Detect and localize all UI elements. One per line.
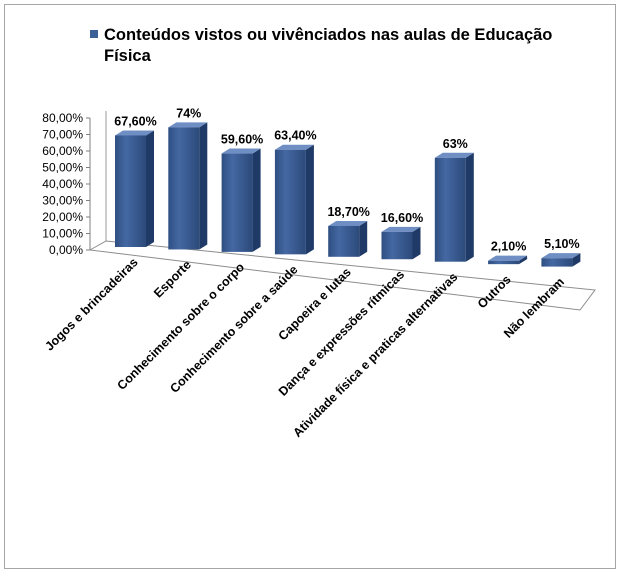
legend-label-line1: Conteúdos vistos ou vivênciados nas aula… [104,26,552,44]
bar [541,253,581,267]
y-tick-label: 40,00% [42,177,83,191]
data-label: 2,10% [491,240,526,254]
y-tick-label: 20,00% [42,210,83,224]
data-labels: 67,60% 74% 59,60% 63,40% 18,70% 16,60% 63% 2,10… [114,106,579,253]
bar-front [168,127,200,250]
bar-front [541,258,573,267]
bar [168,122,208,250]
bar-side [465,152,474,262]
data-label: 59,60% [221,133,263,147]
bar-front [434,157,466,262]
bar-front [221,153,253,252]
bar-front [488,260,520,265]
y-tick-label: 50,00% [42,161,83,175]
y-tick-label: 70,00% [42,128,83,142]
bar-side [519,255,528,265]
bar [115,130,154,247]
bar [274,144,314,255]
bar-front [274,149,306,255]
bar-front [328,225,360,257]
bar-top [434,152,474,158]
floor [88,240,596,311]
y-tick-label: 80,00% [42,111,83,125]
bar-top [115,130,154,136]
x-axis-labels: Jogos e brincadeiras EsporteConhecimento … [42,255,567,440]
bar-top [168,122,208,128]
bar-chart: Conteúdos vistos ou vivênciados nas aula… [42,26,596,440]
chart-frame: Conteúdos vistos ou vivênciados nas aula… [4,4,616,569]
data-label: 63,40% [274,129,316,143]
bar-side [199,122,208,250]
bar-top [541,253,581,259]
y-tick-label: 60,00% [42,144,83,158]
data-label: 5,10% [544,237,579,251]
y-tick-label: 10,00% [42,227,83,241]
legend-label-line2: Física [104,47,152,65]
x-tick-label: Jogos e brincadeiras [42,255,140,353]
data-label: 67,60% [114,114,156,128]
bar-top [488,255,528,261]
bar-side [146,130,154,247]
bar [221,148,261,252]
bar-side [359,220,368,257]
bar-front [381,231,413,260]
y-tick-label: 30,00% [42,194,83,208]
bar-side [252,148,261,252]
legend: Conteúdos vistos ou vivênciados nas aula… [90,26,552,65]
bar [434,152,474,262]
bars [115,122,581,267]
bar [381,226,421,260]
bar-top [381,226,421,232]
bar-front [115,135,146,247]
bar-top [221,148,261,154]
bar-side [572,253,581,267]
y-tick-label: 0,00% [49,243,83,257]
bar-top [328,220,368,226]
data-label: 16,60% [381,211,423,225]
data-label: 74% [176,106,201,120]
data-label: 63% [443,137,468,151]
bar-side [412,226,421,260]
y-axis-ticks: 0,00% 10,00% 20,00% 30,00% 40,00% 50,00% 60,00… [42,111,90,257]
legend-swatch [90,30,98,38]
x-tick-label: Esporte [151,258,194,301]
bar [488,255,528,265]
data-label: 18,70% [327,205,369,219]
bar [328,220,368,257]
bar-top [274,144,314,150]
bar-side [305,144,314,255]
